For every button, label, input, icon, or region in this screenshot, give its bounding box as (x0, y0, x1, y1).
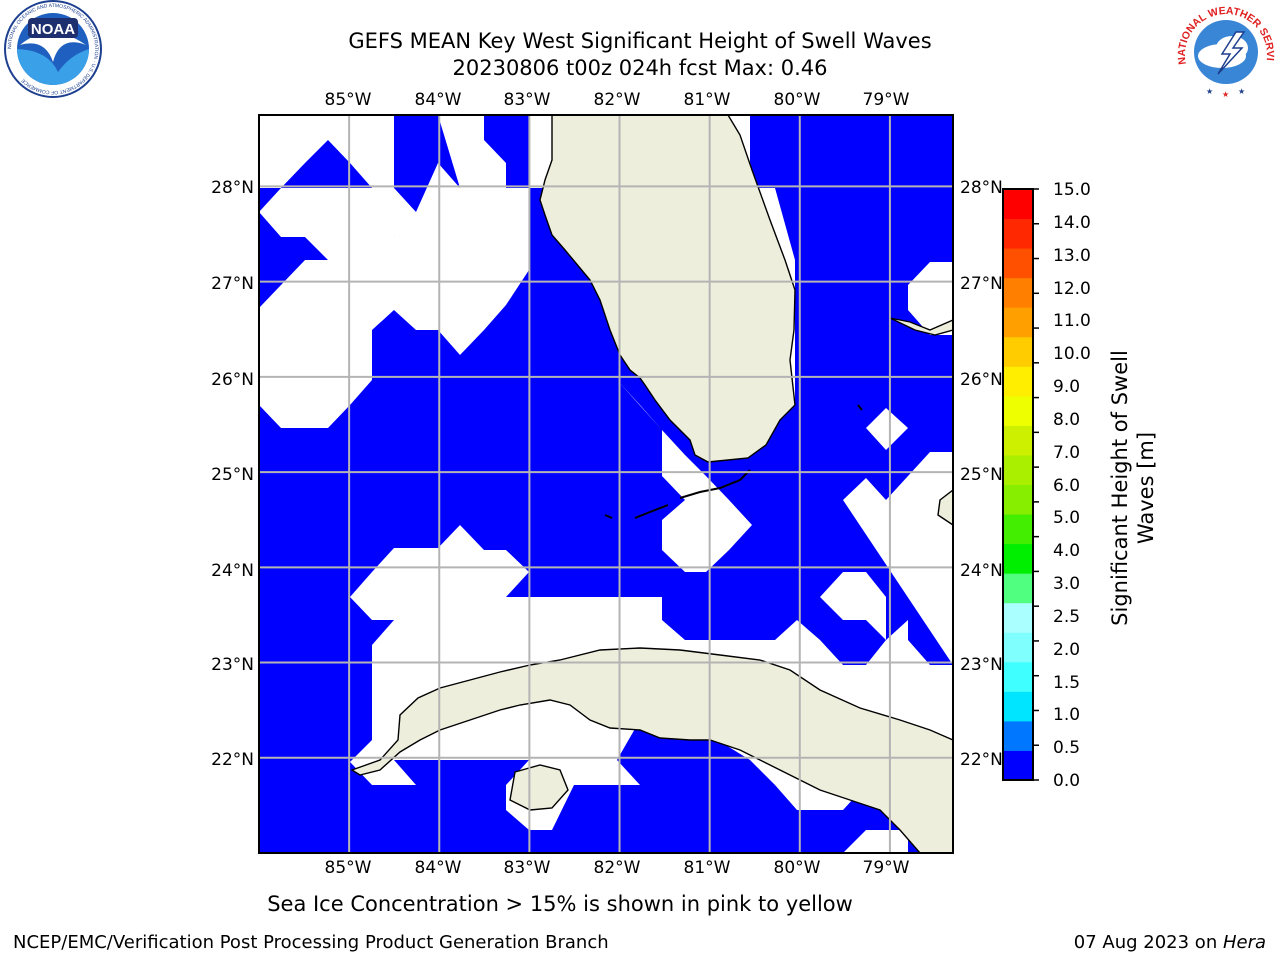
colorbar-segment (1003, 632, 1033, 663)
colorbar-tick-label: 8.0 (1053, 410, 1081, 430)
colorbar-frame (1002, 188, 1034, 781)
svg-text:★: ★ (1206, 87, 1213, 96)
colorbar-tick-label: 6.0 (1053, 476, 1081, 496)
colorbar-segment (1003, 750, 1033, 781)
nws-logo: NATIONAL WEATHER SERVICE ★ ★ ★ (1172, 0, 1280, 100)
colorbar-tick-label: 13.0 (1053, 246, 1091, 266)
lon-tick-label-bottom: 80°W (773, 858, 821, 878)
cay-islands (857, 404, 863, 411)
colorbar-tick-label: 1.0 (1053, 705, 1081, 725)
florida-keys (604, 469, 751, 519)
colorbar-tick-label: 5.0 (1053, 508, 1081, 528)
colorbar-segment (1003, 543, 1033, 574)
colorbar-segment (1003, 425, 1033, 456)
colorbar-segment (1003, 366, 1033, 397)
lat-tick-label-right: 22°N (960, 750, 1003, 770)
sea-ice-note: Sea Ice Concentration > 15% is shown in … (267, 892, 853, 916)
colorbar-tick-label: 3.0 (1053, 574, 1081, 594)
lat-tick-label-right: 23°N (960, 655, 1003, 675)
colorbar-tick-label: 11.0 (1053, 311, 1091, 331)
colorbar-segment (1003, 514, 1033, 545)
noaa-logo-text: NOAA (31, 21, 75, 38)
colorbar-tick-label: 12.0 (1053, 279, 1091, 299)
colorbar-segment (1003, 336, 1033, 367)
colorbar-segment (1003, 454, 1033, 485)
isla-juventud-land (509, 764, 569, 811)
colorbar-tick-label: 2.0 (1053, 640, 1081, 660)
lon-tick-label-top: 79°W (862, 90, 910, 110)
colorbar-segment (1003, 720, 1033, 751)
colorbar-segment (1003, 218, 1033, 249)
svg-text:★: ★ (1238, 87, 1245, 96)
svg-text:★: ★ (1222, 90, 1229, 99)
footer-host: Hera (1222, 932, 1266, 953)
colorbar-tick-label: 2.5 (1053, 607, 1081, 627)
colorbar-label: Significant Height of Swell Waves [m] (1107, 323, 1163, 653)
colorbar-label-line2: Waves [m] (1134, 431, 1158, 545)
footer-credit: NCEP/EMC/Verification Post Processing Pr… (13, 932, 609, 953)
colorbar-tick-label: 14.0 (1053, 213, 1091, 233)
lat-tick-label-left: 22°N (211, 750, 254, 770)
bahamas-andros-land (937, 489, 953, 526)
colorbar-segment (1003, 277, 1033, 308)
colorbar-tick-label: 0.0 (1053, 771, 1081, 791)
colorbar-tick-label: 7.0 (1053, 443, 1081, 463)
lon-tick-label-top: 84°W (414, 90, 462, 110)
colorbar-segment (1003, 602, 1033, 633)
colorbar-segment (1003, 189, 1033, 220)
lon-tick-label-bottom: 81°W (683, 858, 731, 878)
colorbar-tick-label: 9.0 (1053, 377, 1081, 397)
colorbar-segment (1003, 395, 1033, 426)
lat-tick-label-right: 28°N (960, 178, 1003, 198)
colorbar-segment (1003, 307, 1033, 338)
lat-tick-label-left: 24°N (211, 561, 254, 581)
colorbar-label-line1: Significant Height of Swell (1108, 350, 1132, 626)
lon-tick-label-top: 85°W (324, 90, 372, 110)
colorbar-segment (1003, 573, 1033, 604)
lat-tick-label-left: 25°N (211, 465, 254, 485)
lon-tick-label-bottom: 83°W (503, 858, 551, 878)
colorbar (1002, 188, 1039, 781)
lon-tick-label-bottom: 79°W (862, 858, 910, 878)
lon-tick-label-top: 82°W (593, 90, 641, 110)
lat-tick-label-left: 28°N (211, 178, 254, 198)
lat-tick-label-right: 24°N (960, 561, 1003, 581)
map-title-line1: GEFS MEAN Key West Significant Height of… (348, 29, 932, 53)
colorbar-tick-label: 15.0 (1053, 180, 1091, 200)
lat-tick-label-right: 27°N (960, 274, 1003, 294)
footer-timestamp: 07 Aug 2023 on Hera (1074, 932, 1266, 954)
lon-tick-label-bottom: 82°W (593, 858, 641, 878)
map-gridlines (259, 115, 953, 853)
footer-date: 07 Aug 2023 on (1073, 932, 1223, 953)
map-frame (258, 114, 954, 854)
lon-tick-label-top: 81°W (683, 90, 731, 110)
lon-tick-label-bottom: 85°W (324, 858, 372, 878)
colorbar-segment (1003, 248, 1033, 279)
bahamas-land (889, 317, 953, 336)
lon-tick-label-top: 80°W (773, 90, 821, 110)
noaa-logo: NOAA NATIONAL OCEANIC AND ATMOSPHERIC AD… (0, 0, 108, 100)
lat-tick-label-left: 23°N (211, 655, 254, 675)
colorbar-segment (1003, 484, 1033, 515)
lat-tick-label-left: 26°N (211, 370, 254, 390)
colorbar-tick-label: 0.5 (1053, 738, 1081, 758)
colorbar-tick-label: 10.0 (1053, 344, 1091, 364)
lat-tick-label-right: 26°N (960, 370, 1003, 390)
lat-tick-label-right: 25°N (960, 465, 1003, 485)
colorbar-tick-label: 1.5 (1053, 673, 1081, 693)
colorbar-segment (1003, 691, 1033, 722)
lat-tick-label-left: 27°N (211, 274, 254, 294)
colorbar-segment (1003, 661, 1033, 692)
florida-land (539, 115, 796, 463)
lon-tick-label-top: 83°W (503, 90, 551, 110)
colorbar-tick-label: 4.0 (1053, 541, 1081, 561)
map-title-line2: 20230806 t00z 024h fcst Max: 0.46 (452, 56, 828, 80)
lon-tick-label-bottom: 84°W (414, 858, 462, 878)
